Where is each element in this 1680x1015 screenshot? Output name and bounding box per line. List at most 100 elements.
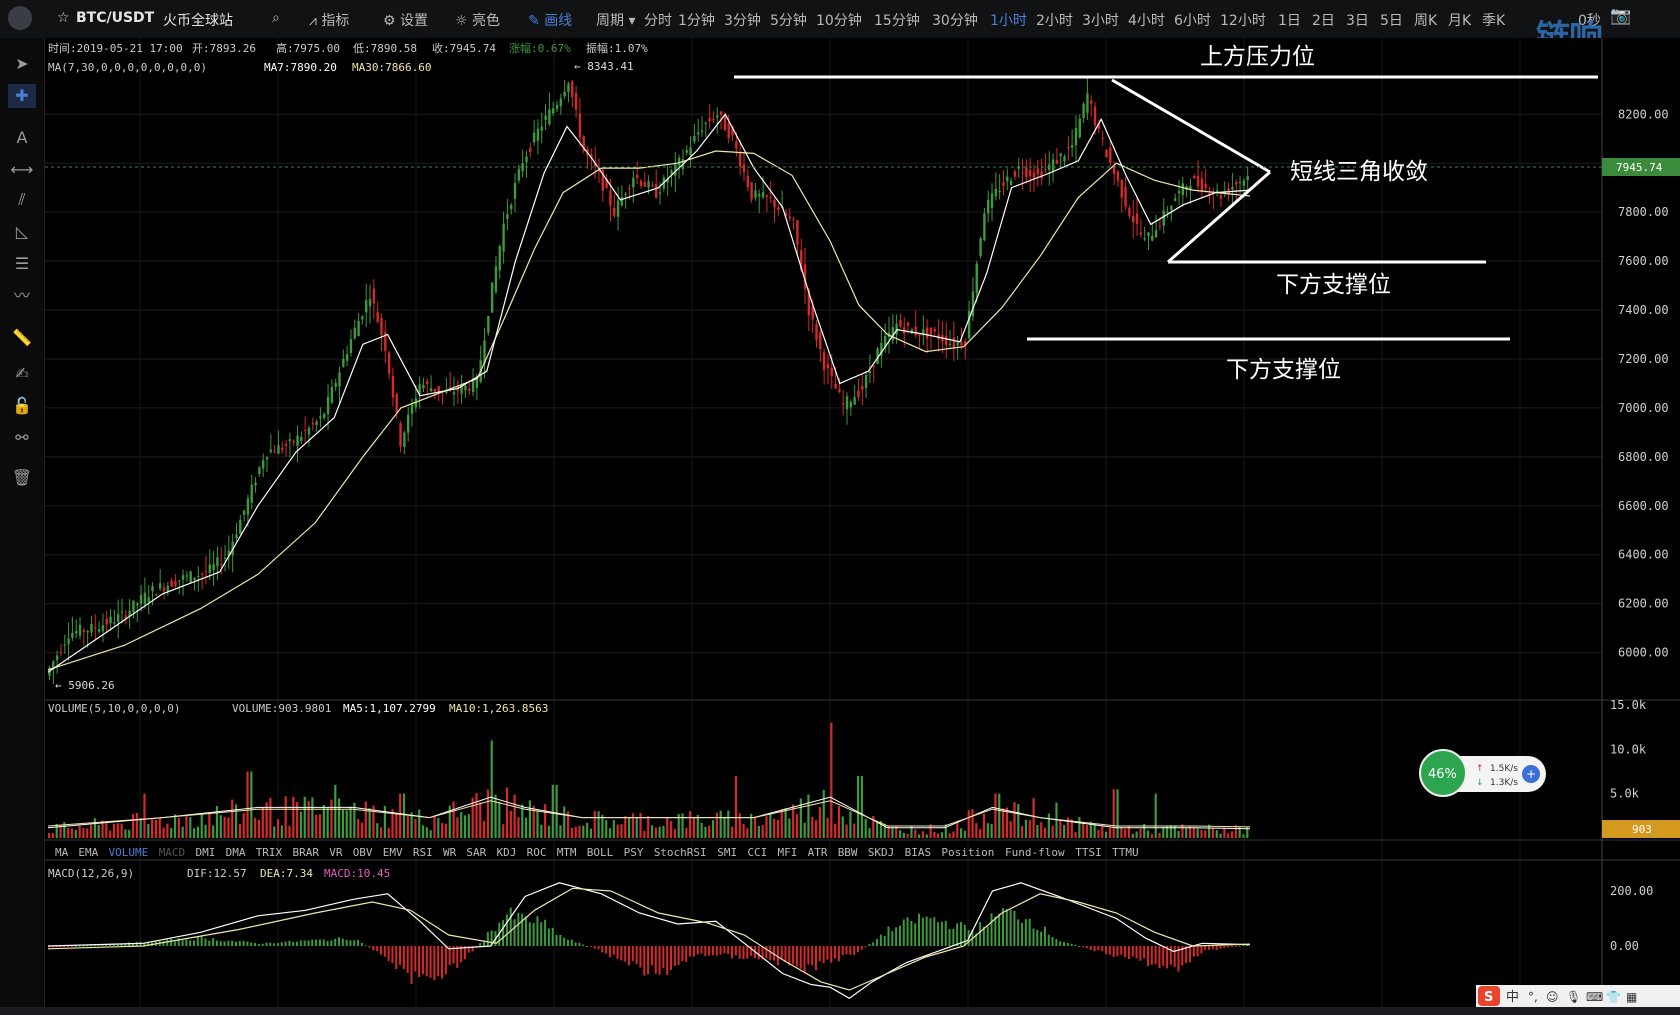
indicator-tab-ema[interactable]: EMA [78,846,98,859]
interval-tab[interactable]: 5分钟 [770,13,807,29]
wave-icon[interactable]: 〰 [13,286,30,305]
indicator-tab-brar[interactable]: BRAR [293,846,320,859]
crosshair-icon[interactable]: ✚ [8,84,36,108]
volume-bar-down [1082,822,1085,838]
interval-tab[interactable]: 3日 [1346,13,1369,29]
indicator-tab-roc[interactable]: ROC [527,846,547,859]
brush-icon[interactable]: ✍ [15,364,29,383]
cursor-icon[interactable]: ➤ [15,54,29,73]
ime-chinese-icon[interactable]: 中 [1506,990,1519,1005]
indicator-tab-position[interactable]: Position [941,846,994,859]
triangle-upper-edge[interactable] [1111,78,1271,174]
interval-tab[interactable]: 季K [1482,13,1506,29]
indicator-tab-macd[interactable]: MACD [159,846,186,859]
indicator-tab-stochrsi[interactable]: StochRSI [654,846,707,859]
indicator-tab-volume[interactable]: VOLUME [109,846,149,859]
volume-bar-up [353,802,356,838]
volume-params[interactable]: VOLUME(5,10,0,0,0,0) [48,702,180,715]
indicator-tab-ttmu[interactable]: TTMU [1112,846,1139,859]
interval-tab[interactable]: 分时 [644,13,672,29]
interval-tab[interactable]: 12小时 [1220,13,1266,29]
ime-shirt-icon[interactable]: 👕 [1606,990,1621,1004]
interval-tab[interactable]: 6小时 [1174,13,1211,29]
interval-tab[interactable]: 15分钟 [874,13,920,29]
widget-plus-icon[interactable] [1522,765,1540,783]
volume-bar-up [849,811,852,838]
interval-tab[interactable]: 10分钟 [816,13,862,29]
interval-tab[interactable]: 30分钟 [932,13,978,29]
triangle-lower-edge[interactable] [1167,170,1271,264]
network-widget[interactable]: 46% ↑ ↓ 1.5K/s 1.3K/s + [1419,749,1546,797]
ime-grid-icon[interactable]: ▦ [1626,990,1637,1004]
line-icon[interactable]: ⟷ [10,160,34,179]
indicator-tab-obv[interactable]: OBV [353,846,373,859]
triangle-icon[interactable]: ◺ [15,222,29,241]
pair-title[interactable]: BTC/USDT [76,10,155,26]
indicator-tab-cci[interactable]: CCI [747,846,767,859]
indicator-tab-smi[interactable]: SMI [717,846,737,859]
interval-tab[interactable]: 1日 [1278,13,1301,29]
indicator-tab-ma[interactable]: MA [55,846,69,859]
ime-emoji-icon[interactable]: ☺ [1546,990,1559,1004]
indicator-tab-bbw[interactable]: BBW [838,846,858,859]
volume-bar-up [402,793,406,838]
camera-icon[interactable]: 📷 [1610,6,1632,26]
text-icon[interactable]: A [16,128,28,147]
theme-button[interactable]: ☼ 亮色 [455,13,501,29]
ime-mic-icon[interactable]: 🎙 [1566,990,1581,1004]
indicator-tab-boll[interactable]: BOLL [587,846,614,859]
indicator-tab-dmi[interactable]: DMI [196,846,216,859]
interval-tab[interactable]: 1分钟 [678,13,715,29]
fibonacci-icon[interactable]: ☰ [14,254,30,273]
indicators-button[interactable]: ⩘ 指标 [309,13,350,29]
ime-keyboard-icon[interactable]: ⌨ [1586,990,1603,1004]
macd-params[interactable]: MACD(12,26,9) [48,867,134,880]
interval-tab[interactable]: 月K [1448,13,1472,29]
search-icon[interactable]: ⌕ [272,10,280,26]
indicator-tab-vr[interactable]: VR [329,846,343,859]
period-dropdown[interactable]: 周期 ▾ [596,13,636,29]
interval-tab[interactable]: 5日 [1380,13,1403,29]
indicator-tab-rsi[interactable]: RSI [413,846,433,859]
macd-bar-positive [532,923,535,946]
indicator-tab-kdj[interactable]: KDJ [497,846,517,859]
ma-params[interactable]: MA(7,30,0,0,0,0,0,0,0,0) [48,61,207,74]
interval-tab[interactable]: 3分钟 [724,13,761,29]
interval-tab[interactable]: 4小时 [1128,13,1165,29]
interval-tab[interactable]: 2日 [1312,13,1335,29]
ime-punct-icon[interactable]: °, [1528,990,1538,1004]
settings-button[interactable]: ⚙ 设置 [383,13,429,29]
channel-icon[interactable]: ⫽ [18,190,26,209]
volume-bar-down [1032,798,1035,838]
ruler-icon[interactable]: 📏 [12,328,32,347]
indicator-tab-wr[interactable]: WR [443,846,457,859]
down-candle [933,329,936,332]
down-candle [906,322,910,326]
indicator-tab-dma[interactable]: DMA [226,846,246,859]
indicator-tab-mfi[interactable]: MFI [778,846,798,859]
star-icon[interactable]: ☆ [57,10,70,26]
ohlc-high: 高:7975.00 [276,41,340,55]
indicator-tab-emv[interactable]: EMV [383,846,403,859]
indicator-tab-fund-flow[interactable]: Fund-flow [1005,846,1065,859]
indicator-tab-mtm[interactable]: MTM [557,846,577,859]
indicator-tab-trix[interactable]: TRIX [256,846,283,859]
interval-tab[interactable]: 2小时 [1036,13,1073,29]
visibility-icon[interactable]: ⚯ [15,428,29,447]
indicator-tab-bias[interactable]: BIAS [905,846,932,859]
interval-tab[interactable]: 3小时 [1082,13,1119,29]
indicator-tab-sar[interactable]: SAR [466,846,486,859]
indicator-tab-psy[interactable]: PSY [624,846,644,859]
indicator-tab-ttsi[interactable]: TTSI [1075,846,1102,859]
draw-button[interactable]: ✎ 画线 [528,13,573,29]
volume-bar-up [711,820,715,838]
indicator-tab-skdj[interactable]: SKDJ [868,846,895,859]
trash-icon[interactable]: 🗑 [11,468,33,487]
interval-tab[interactable]: 周K [1414,13,1438,29]
indicator-tab-atr[interactable]: ATR [808,846,828,859]
interval-tab[interactable]: 1小时 [990,13,1027,29]
volume-bar-down [975,823,978,838]
macd-bar-negative [1227,946,1230,948]
lock-icon[interactable]: 🔓 [12,396,32,415]
